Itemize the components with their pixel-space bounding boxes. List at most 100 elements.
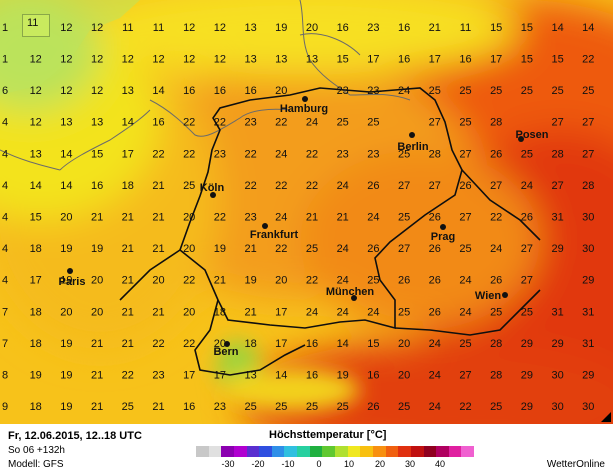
- grid-value: 28: [582, 180, 594, 192]
- grid-value: 27: [582, 148, 594, 160]
- grid-value: 15: [521, 54, 533, 66]
- map-layer-toggle[interactable]: 11: [22, 14, 50, 37]
- grid-value: 14: [582, 22, 594, 34]
- grid-value: 25: [337, 401, 349, 413]
- grid-value: 16: [244, 85, 256, 97]
- city-hamburg[interactable]: Hamburg: [280, 96, 328, 115]
- grid-value: 18: [30, 338, 42, 350]
- city-wien[interactable]: Wien: [475, 290, 508, 302]
- grid-value: 14: [551, 22, 563, 34]
- grid-value: 25: [490, 306, 502, 318]
- grid-value: 12: [60, 85, 72, 97]
- grid-value: 31: [582, 338, 594, 350]
- grid-value: 25: [398, 148, 410, 160]
- grid-value: 29: [521, 338, 533, 350]
- city-label: Prag: [431, 231, 455, 243]
- grid-value: 25: [306, 401, 318, 413]
- grid-value: 25: [275, 401, 287, 413]
- legend-swatch: [271, 446, 285, 457]
- grid-value: 27: [429, 117, 441, 129]
- legend-swatch: [284, 446, 298, 457]
- grid-value: 22: [306, 180, 318, 192]
- grid-value: 24: [429, 401, 441, 413]
- grid-value: 27: [521, 243, 533, 255]
- legend-swatch: [423, 446, 437, 457]
- grid-value: 16: [398, 54, 410, 66]
- map-footer: Fr, 12.06.2015, 12..18 UTC So 06 +132h M…: [0, 424, 613, 472]
- grid-value: 21: [152, 212, 164, 224]
- grid-value: 20: [183, 212, 195, 224]
- brand-logo[interactable]: WetterOnline: [546, 459, 605, 470]
- city-dot-icon: [67, 268, 73, 274]
- city-paris[interactable]: Paris: [59, 268, 86, 288]
- grid-value: 19: [214, 243, 226, 255]
- grid-value: 26: [429, 243, 441, 255]
- legend-swatch: [233, 446, 247, 457]
- grid-value: 20: [183, 306, 195, 318]
- grid-value: 7: [2, 338, 8, 350]
- grid-value: 25: [398, 306, 410, 318]
- grid-value: 27: [459, 212, 471, 224]
- grid-value: 24: [337, 306, 349, 318]
- grid-value: 26: [367, 243, 379, 255]
- grid-value: 29: [551, 338, 563, 350]
- grid-value: 21: [91, 401, 103, 413]
- grid-value: 14: [60, 180, 72, 192]
- legend-swatch: [360, 446, 373, 457]
- grid-value: 18: [244, 338, 256, 350]
- city-markers: Hamburg Berlin Posen Köln Frankfurt Prag Paris…: [59, 96, 549, 358]
- legend-swatch: [436, 446, 449, 457]
- legend-swatch: [322, 446, 336, 457]
- grid-value: 22: [306, 148, 318, 160]
- grid-value: 25: [521, 148, 533, 160]
- grid-value: 19: [60, 370, 72, 382]
- grid-value: 21: [91, 212, 103, 224]
- grid-value: 21: [244, 306, 256, 318]
- city-frankfurt[interactable]: Frankfurt: [250, 223, 299, 241]
- grid-value: 23: [337, 85, 349, 97]
- city-bern[interactable]: Bern: [213, 341, 239, 358]
- grid-value: 29: [582, 370, 594, 382]
- city-berlin[interactable]: Berlin: [397, 132, 429, 153]
- grid-value: 24: [275, 212, 287, 224]
- grid-value: 25: [398, 212, 410, 224]
- grid-value: 19: [337, 370, 349, 382]
- grid-value: 13: [91, 117, 103, 129]
- grid-value: 15: [337, 54, 349, 66]
- city-münchen[interactable]: München: [326, 286, 375, 301]
- grid-value: 22: [275, 117, 287, 129]
- grid-value: 13: [60, 117, 72, 129]
- grid-value: 30: [551, 370, 563, 382]
- temperature-map-canvas: 1121212111112121319201623162111151514141…: [0, 0, 613, 424]
- grid-value: 4: [2, 117, 8, 129]
- grid-value: 23: [367, 148, 379, 160]
- grid-value: 19: [30, 370, 42, 382]
- grid-value: 27: [398, 243, 410, 255]
- grid-value: 17: [429, 54, 441, 66]
- grid-value: 24: [521, 180, 533, 192]
- grid-value: 15: [551, 54, 563, 66]
- city-label: Frankfurt: [250, 229, 299, 241]
- grid-value: 25: [459, 85, 471, 97]
- city-dot-icon: [440, 224, 446, 230]
- grid-value: 22: [152, 338, 164, 350]
- legend-swatch: [398, 446, 411, 457]
- grid-value: 22: [214, 117, 226, 129]
- legend-swatch: [259, 446, 272, 457]
- city-posen[interactable]: Posen: [515, 129, 549, 142]
- grid-value: 21: [122, 212, 134, 224]
- grid-value: 27: [398, 180, 410, 192]
- grid-value: 28: [490, 338, 502, 350]
- grid-value: 24: [429, 370, 441, 382]
- city-köln[interactable]: Köln: [200, 182, 225, 198]
- city-prag[interactable]: Prag: [431, 224, 455, 243]
- city-label: Bern: [213, 346, 238, 358]
- corner-resize-handle[interactable]: [601, 412, 611, 422]
- grid-value: 25: [244, 401, 256, 413]
- grid-value: 17: [367, 54, 379, 66]
- grid-value: 19: [244, 275, 256, 287]
- grid-value: 1: [2, 22, 8, 34]
- grid-value: 19: [60, 275, 72, 287]
- city-dot-icon: [351, 295, 357, 301]
- legend-swatch: [335, 446, 348, 457]
